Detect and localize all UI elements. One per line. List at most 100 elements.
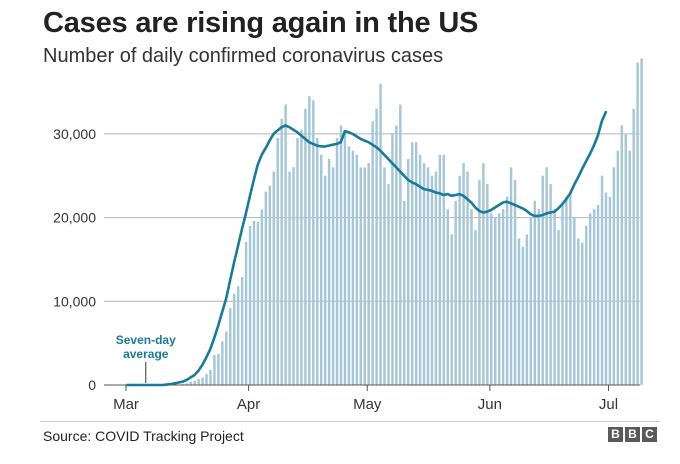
bar <box>280 118 283 385</box>
bar <box>470 209 473 385</box>
bar <box>529 217 533 385</box>
bar <box>205 374 208 385</box>
chart-title: Cases are rising again in the US <box>43 7 479 39</box>
bar <box>252 220 256 385</box>
bar <box>549 184 552 385</box>
bar <box>221 341 224 385</box>
x-tick-label: Mar <box>113 396 139 413</box>
x-tick-label: May <box>353 396 382 413</box>
bar <box>367 163 370 385</box>
footer-divider <box>40 421 660 422</box>
bar <box>335 138 339 385</box>
bar <box>256 221 260 385</box>
bar <box>185 383 188 385</box>
bar <box>494 217 497 385</box>
bar <box>569 192 572 385</box>
bar <box>466 171 469 385</box>
bar <box>525 234 529 385</box>
bar <box>383 167 386 385</box>
bar <box>288 171 291 385</box>
bar <box>632 108 635 385</box>
bar <box>189 381 192 385</box>
bar <box>636 62 639 385</box>
bar <box>612 167 616 385</box>
bar <box>474 230 477 385</box>
bar <box>351 150 355 385</box>
bar <box>462 163 465 385</box>
bar <box>430 175 434 385</box>
bar <box>581 242 584 385</box>
daily-cases-bars <box>181 58 643 386</box>
axes: 0 10,000 20,000 30,000 Mar Apr May Jun Jul <box>53 126 640 413</box>
bar <box>592 209 596 385</box>
bar <box>553 209 556 385</box>
bar <box>343 129 347 385</box>
bar <box>217 354 220 385</box>
seven-day-average-line <box>125 110 608 387</box>
bbc-logo-letter: B <box>625 427 640 442</box>
bar <box>331 167 335 385</box>
bar <box>236 286 240 385</box>
bar <box>478 179 481 385</box>
bar <box>426 167 430 385</box>
chart-subtitle: Number of daily confirmed coronavirus ca… <box>43 45 444 67</box>
annotation-label: Seven-day <box>116 333 176 347</box>
bar <box>521 246 525 385</box>
bar <box>225 331 228 385</box>
bar <box>533 200 537 385</box>
bar <box>600 175 604 385</box>
bar <box>541 175 544 385</box>
bar <box>454 200 457 385</box>
bar <box>327 158 331 385</box>
bar <box>296 138 299 385</box>
bar <box>339 125 343 385</box>
bar <box>403 200 406 385</box>
bar <box>434 171 438 385</box>
y-tick-label: 20,000 <box>53 210 96 226</box>
y-tick-label: 10,000 <box>53 293 96 309</box>
bar <box>616 150 620 385</box>
bar <box>442 154 446 385</box>
bar <box>561 205 564 385</box>
bar <box>557 230 560 385</box>
bar <box>501 209 505 385</box>
bar <box>414 142 418 385</box>
bar <box>308 96 311 385</box>
bar <box>232 293 236 385</box>
bar <box>537 209 540 385</box>
bar <box>490 213 493 385</box>
bar <box>371 121 374 386</box>
bar <box>300 129 303 385</box>
bar <box>292 167 295 385</box>
bar <box>201 377 204 385</box>
bar <box>418 154 422 385</box>
bar <box>260 209 264 385</box>
bar <box>379 83 382 385</box>
bar <box>497 213 501 385</box>
bar <box>513 179 517 385</box>
bar <box>240 277 244 385</box>
bar <box>193 380 196 385</box>
bar <box>316 138 319 385</box>
bar <box>458 175 461 385</box>
bar <box>517 238 521 385</box>
bar <box>624 133 627 385</box>
x-tick-label: Jul <box>599 396 618 413</box>
bar <box>450 234 453 385</box>
bar <box>640 58 643 386</box>
bar <box>620 125 624 385</box>
bar <box>509 167 513 385</box>
bar <box>304 108 307 385</box>
bar <box>438 154 442 385</box>
bbc-logo: B B C <box>608 427 657 442</box>
bar <box>276 138 279 385</box>
bar <box>209 369 212 385</box>
seven-day-average-layer <box>125 110 608 387</box>
bar <box>264 191 268 385</box>
x-tick-label: Apr <box>237 396 260 413</box>
bar <box>395 125 398 385</box>
bar <box>312 100 315 385</box>
y-tick-label: 30,000 <box>53 126 96 142</box>
y-tick-label: 0 <box>88 377 96 393</box>
bar <box>213 354 216 385</box>
